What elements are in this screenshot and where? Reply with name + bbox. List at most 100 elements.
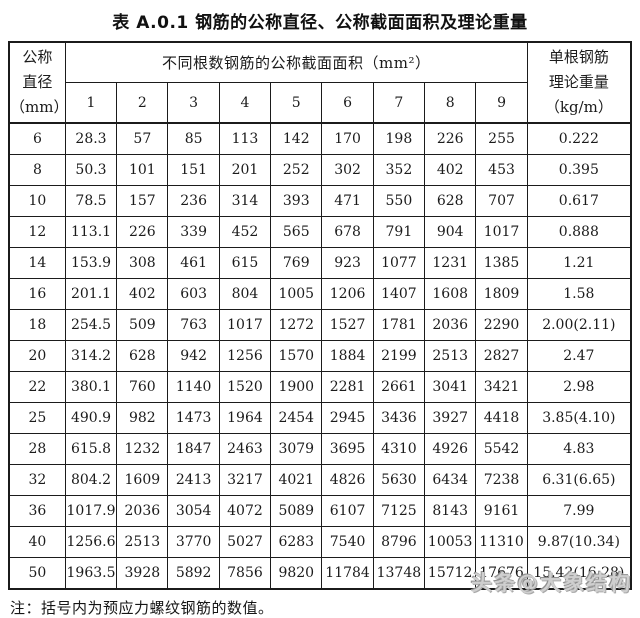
- area-cell: 1256: [218, 340, 272, 372]
- area-cell: 157: [116, 185, 169, 217]
- area-cell: 1608: [424, 278, 477, 310]
- area-cell: 113: [218, 122, 272, 155]
- weight-cell: 9.87(10.34): [526, 526, 632, 558]
- weight-cell: 4.83: [526, 433, 632, 465]
- area-cell: 302: [321, 154, 374, 186]
- area-cell: 1017: [218, 309, 272, 341]
- area-cell: 942: [167, 340, 220, 372]
- weight-header-line: （kg/m）: [544, 98, 613, 116]
- area-cell: 2463: [218, 433, 272, 465]
- table-row: 22 380.1 760 1140 1520 1900 2281 2661 3041 3421 2.…: [8, 371, 632, 403]
- area-cell: 380.1: [64, 371, 118, 403]
- area-cell: 308: [116, 247, 169, 279]
- page: 表 A.0.1 钢筋的公称直径、公称截面面积及理论重量 公称 直径 （mm） 不…: [8, 13, 632, 617]
- count-header-cell: 2: [116, 82, 169, 124]
- diameter-cell: 14: [8, 247, 66, 279]
- area-cell: 471: [321, 185, 374, 217]
- area-cell: 1520: [218, 371, 272, 403]
- area-cell: 1809: [475, 278, 528, 310]
- weight-cell: 2.98: [526, 371, 632, 403]
- area-cell: 904: [424, 216, 477, 248]
- area-cell: 78.5: [64, 185, 118, 217]
- area-cell: 3079: [270, 433, 323, 465]
- area-cell: 1232: [116, 433, 169, 465]
- weight-header-line: 理论重量: [548, 73, 609, 91]
- area-cell: 9161: [475, 495, 528, 527]
- area-cell: 5027: [218, 526, 272, 558]
- area-cell: 201.1: [64, 278, 118, 310]
- area-cell: 3436: [372, 402, 426, 434]
- diameter-cell: 20: [8, 340, 66, 372]
- table-header: 公称 直径 （mm） 不同根数钢筋的公称截面面积（mm²） 单根钢筋 理论重量 …: [8, 41, 632, 124]
- area-cell: 791: [372, 216, 426, 248]
- count-header-cell: 1: [64, 82, 118, 124]
- area-cell: 101: [116, 154, 169, 186]
- table-row: 6 28.3 57 85 113 142 170 198 226 255 0.222: [8, 122, 632, 155]
- area-cell: 603: [167, 278, 220, 310]
- weight-cell: 2.00(2.11): [526, 309, 632, 341]
- weight-cell: 6.31(6.65): [526, 464, 632, 496]
- area-cell: 6283: [270, 526, 323, 558]
- count-header-cell: 9: [475, 82, 528, 124]
- area-cell: 453: [475, 154, 528, 186]
- diameter-cell: 8: [8, 154, 66, 186]
- area-cell: 402: [116, 278, 169, 310]
- area-cell: 6107: [321, 495, 374, 527]
- weight-cell: 1.58: [526, 278, 632, 310]
- area-cell: 236: [167, 185, 220, 217]
- area-cell: 1017: [475, 216, 528, 248]
- area-header-cell: 不同根数钢筋的公称截面面积（mm²）: [64, 41, 528, 83]
- area-cell: 4072: [218, 495, 272, 527]
- table-row: 40 1256.6 2513 3770 5027 6283 7540 8796 10053 113…: [8, 526, 632, 558]
- area-cell: 2281: [321, 371, 374, 403]
- area-cell: 226: [116, 216, 169, 248]
- area-cell: 804.2: [64, 464, 118, 496]
- area-cell: 628: [424, 185, 477, 217]
- area-cell: 3695: [321, 433, 374, 465]
- area-cell: 1609: [116, 464, 169, 496]
- table-row: 20 314.2 628 942 1256 1570 1884 2199 2513 2827 2.4…: [8, 340, 632, 372]
- area-cell: 402: [424, 154, 477, 186]
- area-cell: 2036: [424, 309, 477, 341]
- area-cell: 153.9: [64, 247, 118, 279]
- area-cell: 5630: [372, 464, 426, 496]
- diameter-cell: 25: [8, 402, 66, 434]
- count-header-cell: 6: [321, 82, 374, 124]
- diameter-cell: 22: [8, 371, 66, 403]
- area-cell: 17676: [475, 557, 528, 590]
- area-cell: 393: [270, 185, 323, 217]
- table-body: 6 28.3 57 85 113 142 170 198 226 255 0.222 8 50.3 101…: [8, 122, 632, 590]
- count-header-cell: 5: [270, 82, 323, 124]
- area-cell: 1963.5: [64, 557, 118, 590]
- count-header-cell: 8: [424, 82, 477, 124]
- area-cell: 339: [167, 216, 220, 248]
- weight-cell: 0.617: [526, 185, 632, 217]
- area-cell: 113.1: [64, 216, 118, 248]
- area-cell: 4021: [270, 464, 323, 496]
- area-cell: 13748: [372, 557, 426, 590]
- area-cell: 15712: [424, 557, 477, 590]
- weight-cell: 1.21: [526, 247, 632, 279]
- area-cell: 615: [218, 247, 272, 279]
- area-cell: 11784: [321, 557, 374, 590]
- area-cell: 707: [475, 185, 528, 217]
- area-cell: 2199: [372, 340, 426, 372]
- diameter-cell: 40: [8, 526, 66, 558]
- area-cell: 1005: [270, 278, 323, 310]
- area-cell: 628: [116, 340, 169, 372]
- area-cell: 982: [116, 402, 169, 434]
- area-cell: 1527: [321, 309, 374, 341]
- table-row: 8 50.3 101 151 201 252 302 352 402 453 0.395: [8, 154, 632, 186]
- diameter-header-line: （mm）: [10, 98, 66, 116]
- area-cell: 2036: [116, 495, 169, 527]
- area-cell: 565: [270, 216, 323, 248]
- diameter-header-line: 直径: [22, 73, 53, 91]
- area-cell: 198: [372, 122, 426, 155]
- area-cell: 50.3: [64, 154, 118, 186]
- diameter-cell: 16: [8, 278, 66, 310]
- weight-cell: 3.85(4.10): [526, 402, 632, 434]
- weight-cell: 7.99: [526, 495, 632, 527]
- area-cell: 170: [321, 122, 374, 155]
- weight-cell: 0.222: [526, 122, 632, 155]
- area-cell: 3054: [167, 495, 220, 527]
